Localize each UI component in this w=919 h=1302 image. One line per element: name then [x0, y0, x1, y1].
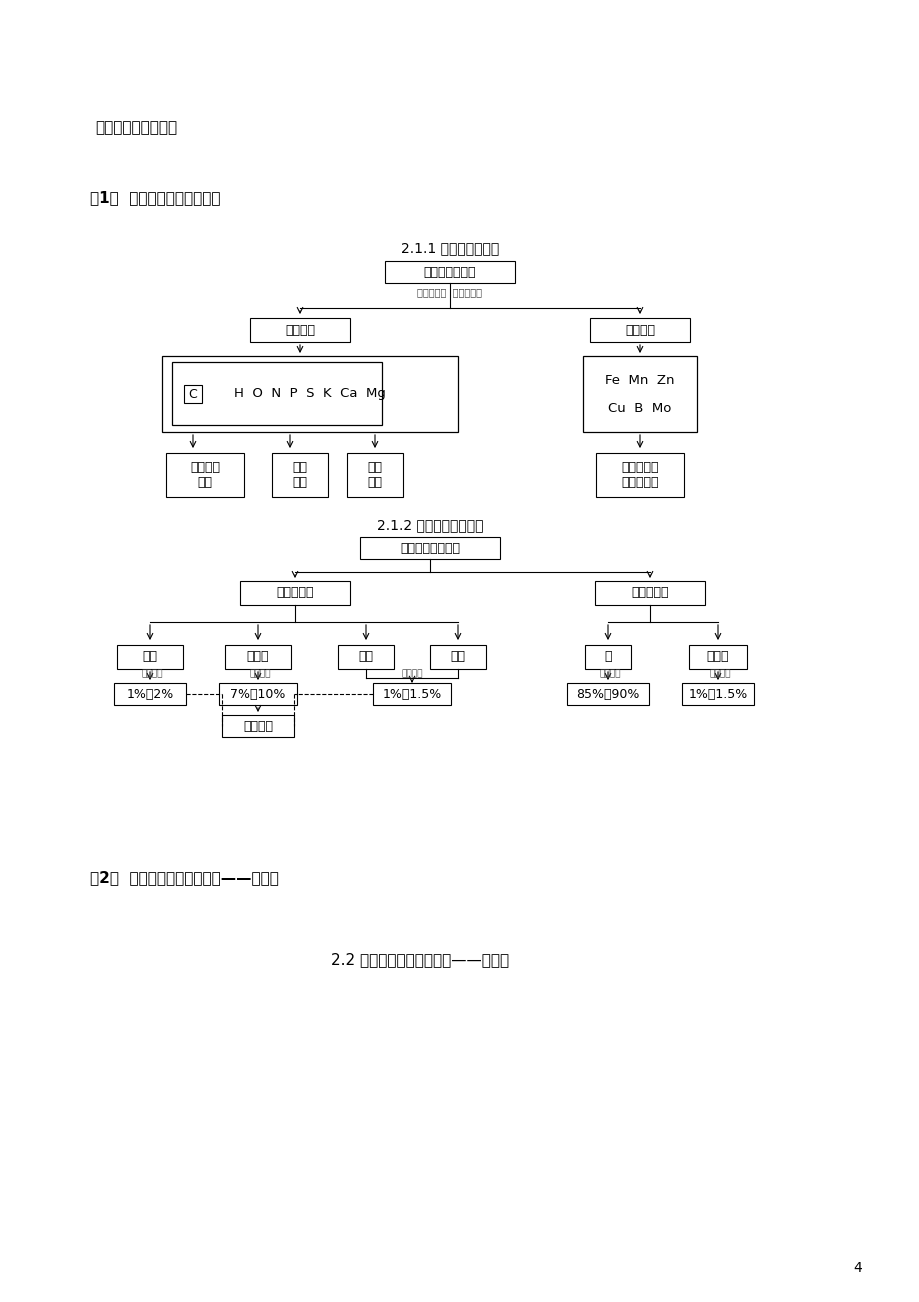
Text: 4: 4: [853, 1262, 861, 1275]
Text: 2.1.2 组成细胞的化合物: 2.1.2 组成细胞的化合物: [377, 518, 482, 533]
Text: 1%～1.5%: 1%～1.5%: [382, 687, 441, 700]
Bar: [584, 644, 630, 669]
Bar: [384, 260, 515, 283]
Text: 生命活动所
必需的元素: 生命活动所 必需的元素: [620, 461, 658, 490]
Text: 质量分数: 质量分数: [709, 669, 730, 678]
Text: 蛋白质: 蛋白质: [246, 651, 269, 664]
Text: 有机化合物: 有机化合物: [276, 586, 313, 599]
Text: 第2节  生命活动的主要承担者——蛋白质: 第2节 生命活动的主要承担者——蛋白质: [90, 871, 278, 885]
Bar: [165, 453, 244, 497]
Bar: [117, 644, 183, 669]
Text: 最基本的
元素: 最基本的 元素: [190, 461, 220, 490]
Bar: [589, 318, 689, 342]
Text: 三、各节子概念图：: 三、各节子概念图：: [95, 121, 177, 135]
Text: 无机盐: 无机盐: [706, 651, 729, 664]
Bar: [114, 684, 186, 704]
Bar: [688, 644, 746, 669]
Text: 大量元素: 大量元素: [285, 323, 314, 336]
Text: Cu  B  Mo: Cu B Mo: [607, 401, 671, 414]
Text: 主要
元素: 主要 元素: [367, 461, 382, 490]
Text: 质量分数: 质量分数: [142, 669, 163, 678]
Bar: [583, 355, 697, 432]
Bar: [346, 453, 403, 497]
Bar: [162, 355, 458, 432]
Bar: [372, 684, 450, 704]
Text: 2.1.1 组成细胞的元素: 2.1.1 组成细胞的元素: [401, 241, 499, 255]
Bar: [221, 715, 294, 737]
Bar: [219, 684, 297, 704]
Text: 无机化合物: 无机化合物: [630, 586, 668, 599]
Bar: [240, 581, 349, 605]
Text: 脂质: 脂质: [142, 651, 157, 664]
Bar: [359, 536, 499, 559]
Text: 水: 水: [604, 651, 611, 664]
Text: 2.2 生命活动的主要承担者——蛋白质: 2.2 生命活动的主要承担者——蛋白质: [331, 953, 508, 967]
Text: 质量分数: 质量分数: [598, 669, 620, 678]
Text: 第1节  细胞中的元素和化合物: 第1节 细胞中的元素和化合物: [90, 190, 221, 206]
Text: H  O  N  P  S  K  Ca  Mg: H O N P S K Ca Mg: [233, 388, 385, 401]
Text: 质量分数: 质量分数: [401, 669, 423, 678]
Bar: [595, 581, 704, 605]
Bar: [337, 644, 393, 669]
Bar: [172, 362, 381, 424]
Bar: [596, 453, 683, 497]
Text: 85%～90%: 85%～90%: [575, 687, 639, 700]
Text: 1%～1.5%: 1%～1.5%: [687, 687, 747, 700]
Text: 组成细胞的元素: 组成细胞的元素: [424, 266, 476, 279]
Bar: [250, 318, 349, 342]
Text: 糖类: 糖类: [358, 651, 373, 664]
Bar: [566, 684, 648, 704]
Text: 组成细胞的化合物: 组成细胞的化合物: [400, 542, 460, 555]
Bar: [272, 453, 328, 497]
Text: 质量分数: 质量分数: [249, 669, 270, 678]
Text: 鉴定实验: 鉴定实验: [243, 720, 273, 733]
Text: 基本
元素: 基本 元素: [292, 461, 307, 490]
Bar: [429, 644, 485, 669]
Text: 7%～10%: 7%～10%: [230, 687, 286, 700]
Text: Fe  Mn  Zn: Fe Mn Zn: [605, 374, 674, 387]
Text: 核酸: 核酸: [450, 651, 465, 664]
Text: 根据在细胞  内的含量分: 根据在细胞 内的含量分: [417, 286, 482, 297]
Text: 1%～2%: 1%～2%: [126, 687, 174, 700]
Text: 微量元素: 微量元素: [624, 323, 654, 336]
Text: C: C: [188, 388, 198, 401]
Bar: [225, 644, 290, 669]
Bar: [184, 385, 202, 404]
Bar: [681, 684, 754, 704]
